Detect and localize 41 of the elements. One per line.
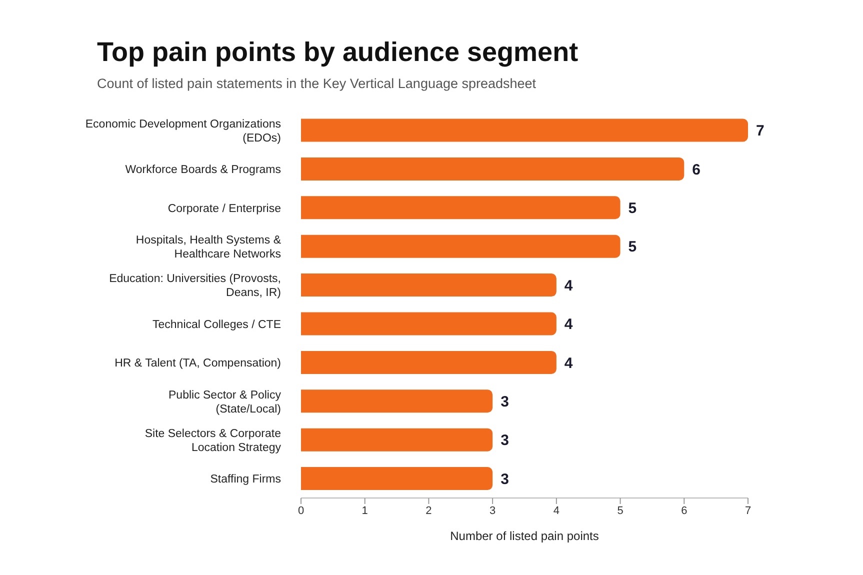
bar	[301, 157, 684, 180]
y-tick-label: Corporate / Enterprise	[168, 202, 281, 215]
bar	[301, 428, 493, 452]
chart-subtitle: Count of listed pain statements in the Key Vertical Language spreadsheet	[97, 76, 538, 91]
y-tick-label: Technical Colleges / CTE	[152, 318, 282, 331]
bar	[301, 274, 556, 297]
data-label: 4	[564, 316, 574, 334]
y-tick-label: Staffing Firms	[210, 474, 282, 486]
bar	[301, 118, 748, 142]
x-axis-title: Number of listed pain points	[450, 529, 599, 543]
bar	[301, 390, 493, 413]
y-tick-label: Hospitals, Health Systems & Healthcare Networks	[136, 234, 282, 260]
data-label: 6	[692, 161, 700, 178]
data-label: 4	[564, 277, 574, 294]
data-label: 4	[564, 354, 574, 372]
x-tick-label: 3	[490, 504, 496, 517]
x-tick-label: 4	[553, 504, 560, 517]
x-tick-label: 7	[744, 504, 752, 517]
x-tick-label: 6	[681, 504, 688, 517]
data-label: 5	[628, 238, 637, 256]
x-tick-label: 5	[617, 504, 624, 517]
data-label: 3	[500, 432, 509, 450]
y-tick-label: Economic Development Organizations (EDOs)	[85, 118, 282, 144]
y-tick-label: Site Selectors & Corporate Location Strategy	[144, 428, 282, 454]
y-tick-label: HR & Talent (TA, Compensation)	[114, 358, 282, 370]
bar	[301, 196, 620, 220]
bar	[301, 350, 556, 374]
data-label: 3	[500, 393, 509, 410]
data-label: 5	[628, 200, 637, 217]
x-tick-label: 0	[298, 504, 304, 517]
x-tick-label: 1	[362, 504, 368, 517]
bar	[301, 312, 556, 336]
bar	[301, 467, 493, 490]
chart-title: Top pain points by audience segment	[97, 36, 580, 68]
y-tick-label: Education: Universities (Provosts, Deans, IR)	[109, 273, 282, 300]
x-tick-label: 2	[426, 504, 432, 517]
data-label: 3	[500, 470, 509, 488]
data-label: 7	[756, 122, 764, 140]
y-tick-label: Public Sector & Policy (State/Local)	[168, 389, 282, 416]
y-tick-label: Workforce Boards & Programs	[125, 164, 282, 176]
bar	[301, 234, 620, 258]
